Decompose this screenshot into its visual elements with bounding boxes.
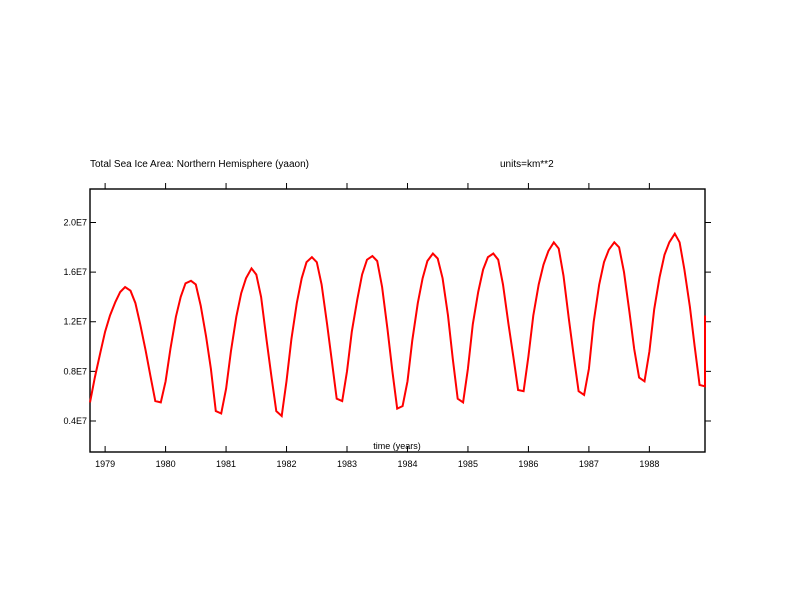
units-label: units=km**2 <box>500 159 554 170</box>
axis-ticks <box>90 183 711 452</box>
x-tick-label: 1988 <box>639 459 659 469</box>
x-axis-title: time (years) <box>373 441 421 451</box>
y-tick-label: 0.8E7 <box>63 366 87 376</box>
axis-tick-labels: 1979 1980 1981 1982 1983 1984 1985 1986 1987 1988… <box>63 217 659 469</box>
x-tick-label: 1980 <box>156 459 176 469</box>
x-tick-label: 1985 <box>458 459 478 469</box>
x-tick-label: 1981 <box>216 459 236 469</box>
x-tick-label: 1984 <box>397 459 417 469</box>
x-tick-label: 1986 <box>518 459 538 469</box>
x-tick-label: 1979 <box>95 459 115 469</box>
y-tick-label: 2.0E7 <box>63 217 87 227</box>
chart-title: Total Sea Ice Area: Northern Hemisphere … <box>90 159 309 170</box>
x-tick-label: 1987 <box>579 459 599 469</box>
plot-frame <box>89 188 706 453</box>
y-tick-label: 1.6E7 <box>63 267 87 277</box>
x-tick-label: 1982 <box>277 459 297 469</box>
y-tick-label: 0.4E7 <box>63 416 87 426</box>
y-tick-label: 1.2E7 <box>63 317 87 327</box>
sea-ice-area-line <box>89 231 706 419</box>
x-tick-label: 1983 <box>337 459 357 469</box>
